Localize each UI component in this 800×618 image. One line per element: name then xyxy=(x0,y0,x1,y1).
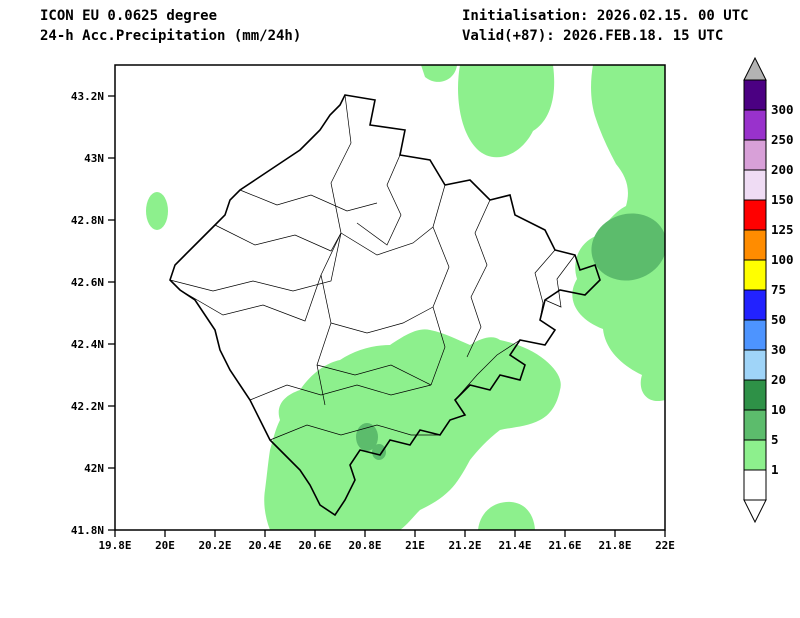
colorbar-label: 20 xyxy=(771,372,786,387)
x-tick-label: 21E xyxy=(405,539,425,552)
colorbar-segment xyxy=(743,379,767,411)
colorbar-segment xyxy=(743,319,767,351)
y-axis-labels: 43.2N 43N 42.8N 42.6N 42.4N 42.2N 42N 41… xyxy=(71,90,104,537)
precip-area-south-small xyxy=(478,501,535,530)
precip-area-west-small xyxy=(146,192,168,230)
y-tick-label: 42N xyxy=(84,462,104,475)
colorbar: 300 250 200 150 125 100 75 50 30 20 10 5… xyxy=(743,56,794,524)
colorbar-label: 150 xyxy=(771,192,794,207)
colorbar-label: 300 xyxy=(771,102,794,117)
model-title: ICON EU 0.0625 degree xyxy=(40,8,218,24)
x-tick-label: 20E xyxy=(155,539,175,552)
colorbar-segment xyxy=(743,79,767,111)
y-axis-ticks xyxy=(108,95,115,531)
product-title: 24-h Acc.Precipitation (mm/24h) xyxy=(40,28,302,44)
colorbar-segment xyxy=(743,259,767,291)
colorbar-segment xyxy=(743,289,767,321)
y-tick-label: 43N xyxy=(84,152,104,165)
valid-time: Valid(+87): 2026.FEB.18. 15 UTC xyxy=(462,28,724,44)
colorbar-segment xyxy=(743,139,767,171)
colorbar-label: 250 xyxy=(771,132,794,147)
x-axis-ticks xyxy=(114,530,666,537)
y-tick-label: 41.8N xyxy=(71,524,104,537)
x-tick-label: 20.8E xyxy=(348,539,381,552)
x-tick-label: 21.6E xyxy=(548,539,581,552)
colorbar-segment xyxy=(743,469,767,501)
precip-blob-east-moderate xyxy=(591,213,665,281)
x-tick-label: 21.8E xyxy=(598,539,631,552)
colorbar-over-triangle xyxy=(743,56,767,81)
x-tick-label: 21.2E xyxy=(448,539,481,552)
colorbar-label: 5 xyxy=(771,432,779,447)
x-tick-label: 21.4E xyxy=(498,539,531,552)
colorbar-label: 50 xyxy=(771,312,786,327)
initialisation-time: Initialisation: 2026.02.15. 00 UTC xyxy=(462,8,749,24)
y-tick-label: 42.6N xyxy=(71,276,104,289)
y-tick-label: 42.2N xyxy=(71,400,104,413)
x-tick-label: 20.2E xyxy=(198,539,231,552)
colorbar-segment xyxy=(743,409,767,441)
x-tick-label: 20.4E xyxy=(248,539,281,552)
x-axis-labels: 19.8E 20E 20.2E 20.4E 20.6E 20.8E 21E 21… xyxy=(98,539,675,552)
plot-frame xyxy=(114,64,666,531)
x-tick-label: 22E xyxy=(655,539,675,552)
map-content xyxy=(146,65,665,530)
colorbar-segment xyxy=(743,439,767,471)
colorbar-label: 10 xyxy=(771,402,786,417)
y-tick-label: 43.2N xyxy=(71,90,104,103)
colorbar-segment xyxy=(743,109,767,141)
y-tick-label: 42.8N xyxy=(71,214,104,227)
colorbar-label: 30 xyxy=(771,342,786,357)
precip-area-north-small xyxy=(421,65,457,82)
map-layers xyxy=(146,65,665,530)
colorbar-segment xyxy=(743,169,767,201)
precip-area-north xyxy=(458,65,555,158)
colorbar-label: 200 xyxy=(771,162,794,177)
country-border xyxy=(169,94,601,517)
colorbar-segment xyxy=(743,199,767,231)
colorbar-segment xyxy=(743,349,767,381)
colorbar-segment xyxy=(743,229,767,261)
colorbar-label: 1 xyxy=(771,462,779,477)
precip-blob-south-moderate-2 xyxy=(372,444,386,460)
x-tick-label: 20.6E xyxy=(298,539,331,552)
colorbar-label: 75 xyxy=(771,282,786,297)
colorbar-label: 125 xyxy=(771,222,794,237)
colorbar-under-triangle xyxy=(743,499,767,524)
y-tick-label: 42.4N xyxy=(71,338,104,351)
precip-blob-south-moderate xyxy=(356,423,378,451)
precip-area-south xyxy=(264,329,561,530)
x-tick-label: 19.8E xyxy=(98,539,131,552)
colorbar-label: 100 xyxy=(771,252,794,267)
